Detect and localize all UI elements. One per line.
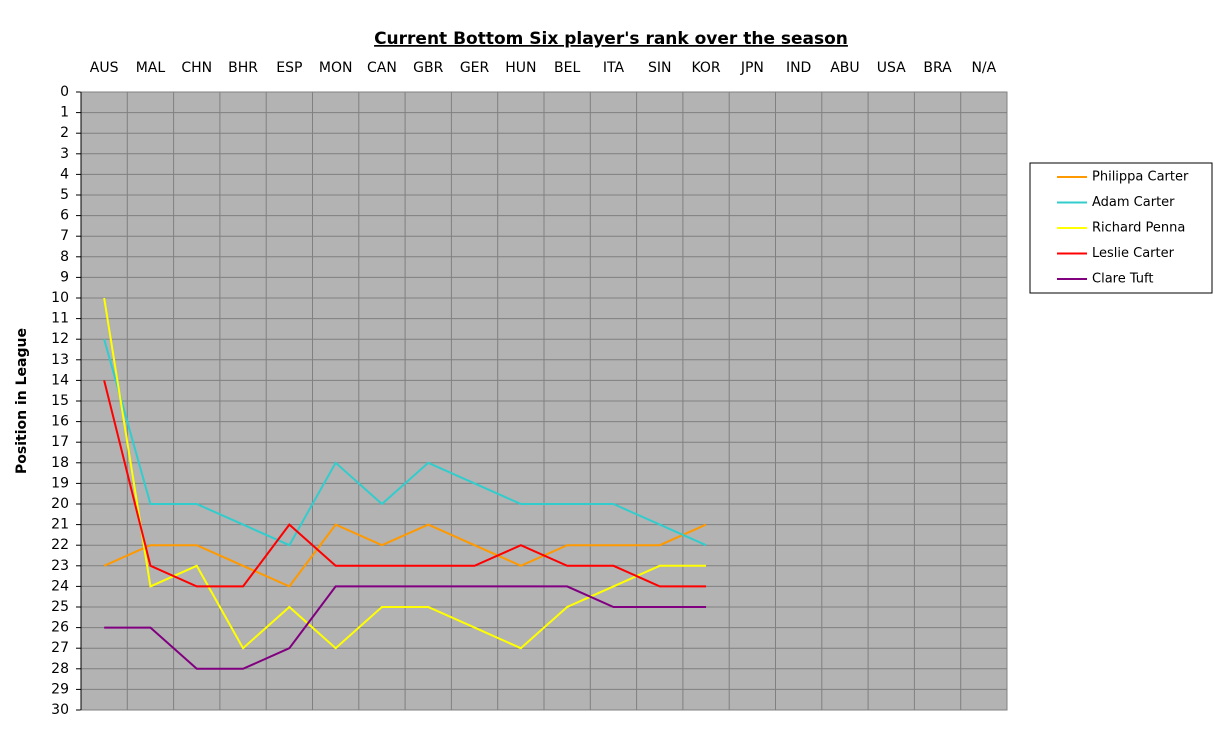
y-tick-label: 5	[60, 187, 69, 203]
y-tick-label: 2	[60, 125, 69, 141]
y-tick-label: 30	[51, 702, 69, 718]
y-tick-label: 7	[60, 228, 69, 244]
x-tick-label: ESP	[276, 60, 302, 76]
y-tick-label: 1	[60, 105, 69, 121]
y-tick-label: 22	[51, 537, 69, 553]
x-tick-label: MON	[319, 60, 353, 76]
x-tick-label: ITA	[603, 60, 625, 76]
x-tick-label: JPN	[740, 60, 764, 76]
x-tick-label: GBR	[413, 60, 443, 76]
y-tick-label: 13	[51, 352, 69, 368]
legend-label: Adam Carter	[1092, 195, 1175, 210]
series-line	[103, 297, 707, 650]
series-line	[103, 338, 707, 547]
y-tick-label: 9	[60, 269, 69, 285]
legend-label: Richard Penna	[1092, 221, 1185, 236]
x-tick-label: CAN	[367, 60, 397, 76]
y-tick-label: 8	[60, 249, 69, 265]
x-tick-label: ABU	[830, 60, 859, 76]
x-tick-label: BHR	[228, 60, 258, 76]
legend-label: Clare Tuft	[1092, 272, 1154, 287]
legend-label: Leslie Carter	[1092, 246, 1175, 261]
y-tick-label: 23	[51, 558, 69, 574]
y-tick-label: 16	[51, 414, 69, 430]
x-tick-label: KOR	[691, 60, 720, 76]
y-tick-label: 3	[60, 146, 69, 162]
x-tick-label: BRA	[923, 60, 952, 76]
x-tick-label: SIN	[648, 60, 672, 76]
y-tick-label: 19	[51, 475, 69, 491]
y-tick-label: 14	[51, 372, 69, 388]
y-tick-label: 6	[60, 208, 69, 224]
y-axis-label: Position in League	[14, 328, 30, 474]
y-tick-label: 0	[60, 84, 69, 100]
y-tick-label: 18	[51, 455, 69, 471]
x-tick-label: BEL	[554, 60, 580, 76]
y-tick-label: 27	[51, 640, 69, 656]
x-tick-label: N/A	[971, 60, 996, 76]
y-tick-label: 26	[51, 620, 69, 636]
y-tick-label: 12	[51, 331, 69, 347]
y-tick-label: 21	[51, 517, 69, 533]
x-tick-label: AUS	[90, 60, 119, 76]
chart-title: Current Bottom Six player's rank over th…	[374, 29, 848, 49]
y-tick-label: 11	[51, 311, 69, 327]
x-tick-label: CHN	[181, 60, 212, 76]
legend-label: Philippa Carter	[1092, 170, 1189, 185]
y-tick-label: 20	[51, 496, 69, 512]
series-line	[103, 523, 707, 588]
x-tick-label: GER	[460, 60, 490, 76]
y-tick-label: 10	[51, 290, 69, 306]
x-tick-label: MAL	[136, 60, 166, 76]
series-line	[103, 380, 707, 588]
y-tick-label: 25	[51, 599, 69, 615]
y-tick-label: 15	[51, 393, 69, 409]
y-tick-label: 24	[51, 578, 69, 594]
x-tick-label: IND	[786, 60, 811, 76]
x-tick-label: HUN	[505, 60, 536, 76]
y-tick-label: 17	[51, 434, 69, 450]
x-tick-label: USA	[877, 60, 906, 76]
y-tick-label: 28	[51, 661, 69, 677]
series-line	[104, 585, 707, 670]
y-tick-label: 4	[60, 166, 69, 182]
y-tick-label: 29	[51, 681, 69, 697]
